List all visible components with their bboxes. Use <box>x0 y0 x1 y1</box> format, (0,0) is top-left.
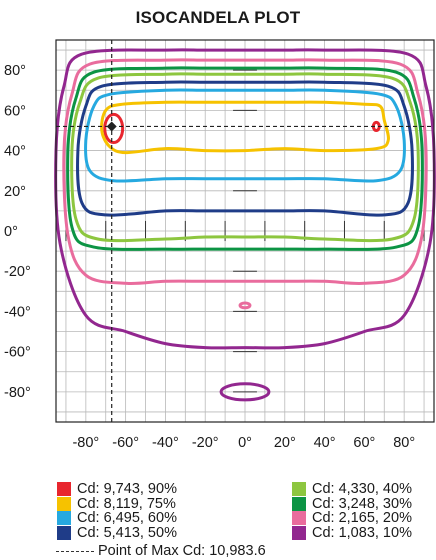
legend-label: Cd: 9,743, 90% <box>77 481 177 497</box>
contour-6-1 <box>238 301 252 310</box>
y-tick-labels: 80° 60° 40° 20° 0° -20° -40° -60° -80° <box>4 63 31 401</box>
max-point-note: Point of Max Cd: 10,983.6 <box>56 543 266 559</box>
legend-label: Cd: 4,330, 40% <box>312 481 412 497</box>
legend-label: Cd: 2,165, 20% <box>312 510 412 526</box>
contour-2-0 <box>84 88 406 183</box>
x-tick-label: 80° <box>393 435 415 451</box>
y-tick-label: 0° <box>4 224 18 240</box>
contour-3-0 <box>76 80 414 217</box>
max-point-marker <box>106 121 117 132</box>
dashed-line-icon <box>56 550 94 552</box>
legend-label: Cd: 5,413, 50% <box>77 524 177 541</box>
grid <box>56 40 434 422</box>
contour-1-0 <box>100 100 390 155</box>
legend-label: Cd: 6,495, 60% <box>77 510 177 526</box>
y-tick-label: 80° <box>4 63 26 79</box>
y-tick-label: 40° <box>4 144 26 160</box>
y-tick-label: -60° <box>4 345 31 361</box>
x-tick-label: -40° <box>152 435 179 451</box>
max-point-label: Point of Max Cd: 10,983.6 <box>98 543 266 559</box>
legend-item: Cd: 9,743, 90% <box>57 482 177 496</box>
legend-item: Cd: 5,413, 50% <box>57 524 177 541</box>
legend-swatch <box>57 525 71 540</box>
legend-item: Cd: 1,083, 10% <box>292 524 412 541</box>
legend-swatch <box>292 511 306 525</box>
plot-border <box>55 39 435 423</box>
chart-title: ISOCANDELA PLOT <box>135 8 301 27</box>
x-tick-label: 40° <box>314 435 336 451</box>
legend-item: Cd: 6,495, 60% <box>57 511 177 525</box>
y-tick-label: -40° <box>4 304 31 320</box>
legend-label: Cd: 3,248, 30% <box>312 495 412 512</box>
isocandela-plot: 80°60°40°20°0°-20°-40°-60°-80° -80° -60° -… <box>4 39 436 451</box>
contour-5-0 <box>66 66 424 251</box>
contour-layer <box>54 48 436 402</box>
legend-swatch <box>57 496 71 511</box>
x-tick-label: 60° <box>353 435 375 451</box>
contour-7-1 <box>219 382 271 402</box>
x-tick-label: -80° <box>72 435 99 451</box>
legend-swatch <box>292 482 306 496</box>
legend-swatch <box>292 496 306 511</box>
x-tick-label: -20° <box>192 435 219 451</box>
legend-item: Cd: 4,330, 40% <box>292 482 412 496</box>
x-tick-label: 0° <box>238 435 252 451</box>
y-tick-label: 20° <box>4 184 26 200</box>
contour-4-0 <box>70 72 420 243</box>
x-tick-labels: -80° -60° -40° -20° 0° 20° 40° 60° 80° <box>72 435 415 451</box>
contour-6-0 <box>62 58 428 286</box>
legend-label: Cd: 8,119, 75% <box>77 495 176 512</box>
y-tick-label: -80° <box>4 385 31 401</box>
x-tick-label: -60° <box>112 435 139 451</box>
legend-swatch <box>57 482 71 496</box>
legend-item: Cd: 8,119, 75% <box>57 495 176 512</box>
legend-item: Cd: 3,248, 30% <box>292 495 412 512</box>
legend-swatch <box>292 525 306 540</box>
legend-label: Cd: 1,083, 10% <box>312 524 412 541</box>
y-tick-label: 60° <box>4 103 26 119</box>
legend-swatch <box>57 511 71 525</box>
contour-0-0 <box>103 112 125 145</box>
max-marker-layer <box>56 40 434 422</box>
y-tick-label: -20° <box>4 264 31 280</box>
legend-item: Cd: 2,165, 20% <box>292 511 412 525</box>
x-tick-label: 20° <box>274 435 296 451</box>
contour-7-0 <box>54 48 436 350</box>
